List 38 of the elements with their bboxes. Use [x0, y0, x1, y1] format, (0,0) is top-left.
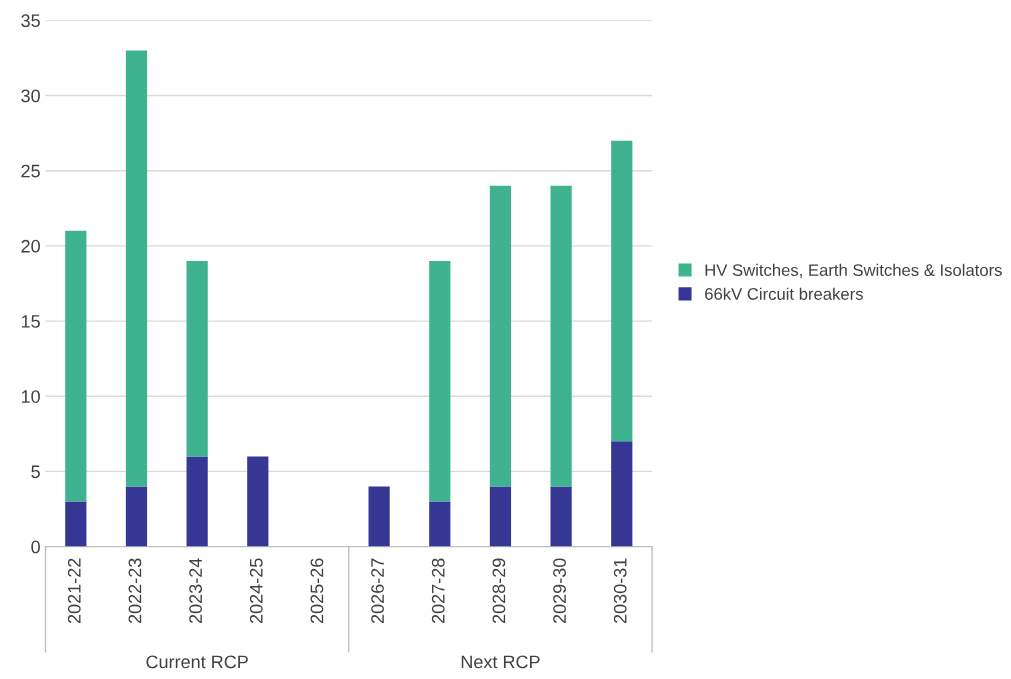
y-tick-label: 20 — [21, 239, 40, 253]
legend-label: HV Switches, Earth Switches & Isolators — [705, 263, 1002, 278]
x-tick-label: 2030-31 — [613, 558, 627, 624]
bar — [611, 140, 633, 442]
bar — [186, 260, 208, 457]
bar — [65, 230, 87, 502]
x-tick-label: 2026-27 — [371, 558, 384, 624]
y-tick-label: 0 — [31, 540, 40, 554]
x-tick-label: 2021-22 — [67, 558, 81, 624]
text: Current RCP — [146, 655, 248, 669]
y-tick-label: 10 — [21, 390, 40, 403]
bar — [247, 456, 269, 547]
x-tick-label: 2029-30 — [553, 558, 566, 624]
text: Next RCP — [461, 655, 540, 669]
bar — [550, 185, 572, 487]
y-tick-label: 15 — [21, 315, 40, 328]
x-tick-label: 2023-24 — [189, 558, 202, 624]
legend-label: 66kV Circuit breakers — [705, 287, 863, 300]
bar — [125, 486, 148, 547]
bar — [429, 260, 451, 502]
x-tick-label: 2024-25 — [249, 558, 263, 624]
bar — [429, 501, 451, 547]
y-tick-label: 25 — [21, 164, 40, 178]
bar — [125, 50, 148, 487]
y-tick-label: 5 — [31, 465, 40, 479]
x-tick-label: 2025-26 — [310, 558, 324, 624]
x-tick-label: 2022-23 — [128, 558, 142, 624]
bar — [611, 441, 633, 547]
bar — [186, 456, 208, 547]
bar — [550, 486, 572, 547]
bar — [489, 185, 512, 487]
x-tick-label: 2027-28 — [431, 558, 445, 624]
y-tick-label: 30 — [21, 89, 40, 103]
bar — [65, 501, 87, 547]
x-tick-label: 2028-29 — [492, 558, 506, 624]
bar — [368, 486, 390, 547]
bar — [489, 486, 512, 547]
y-tick-label: 35 — [21, 14, 40, 28]
